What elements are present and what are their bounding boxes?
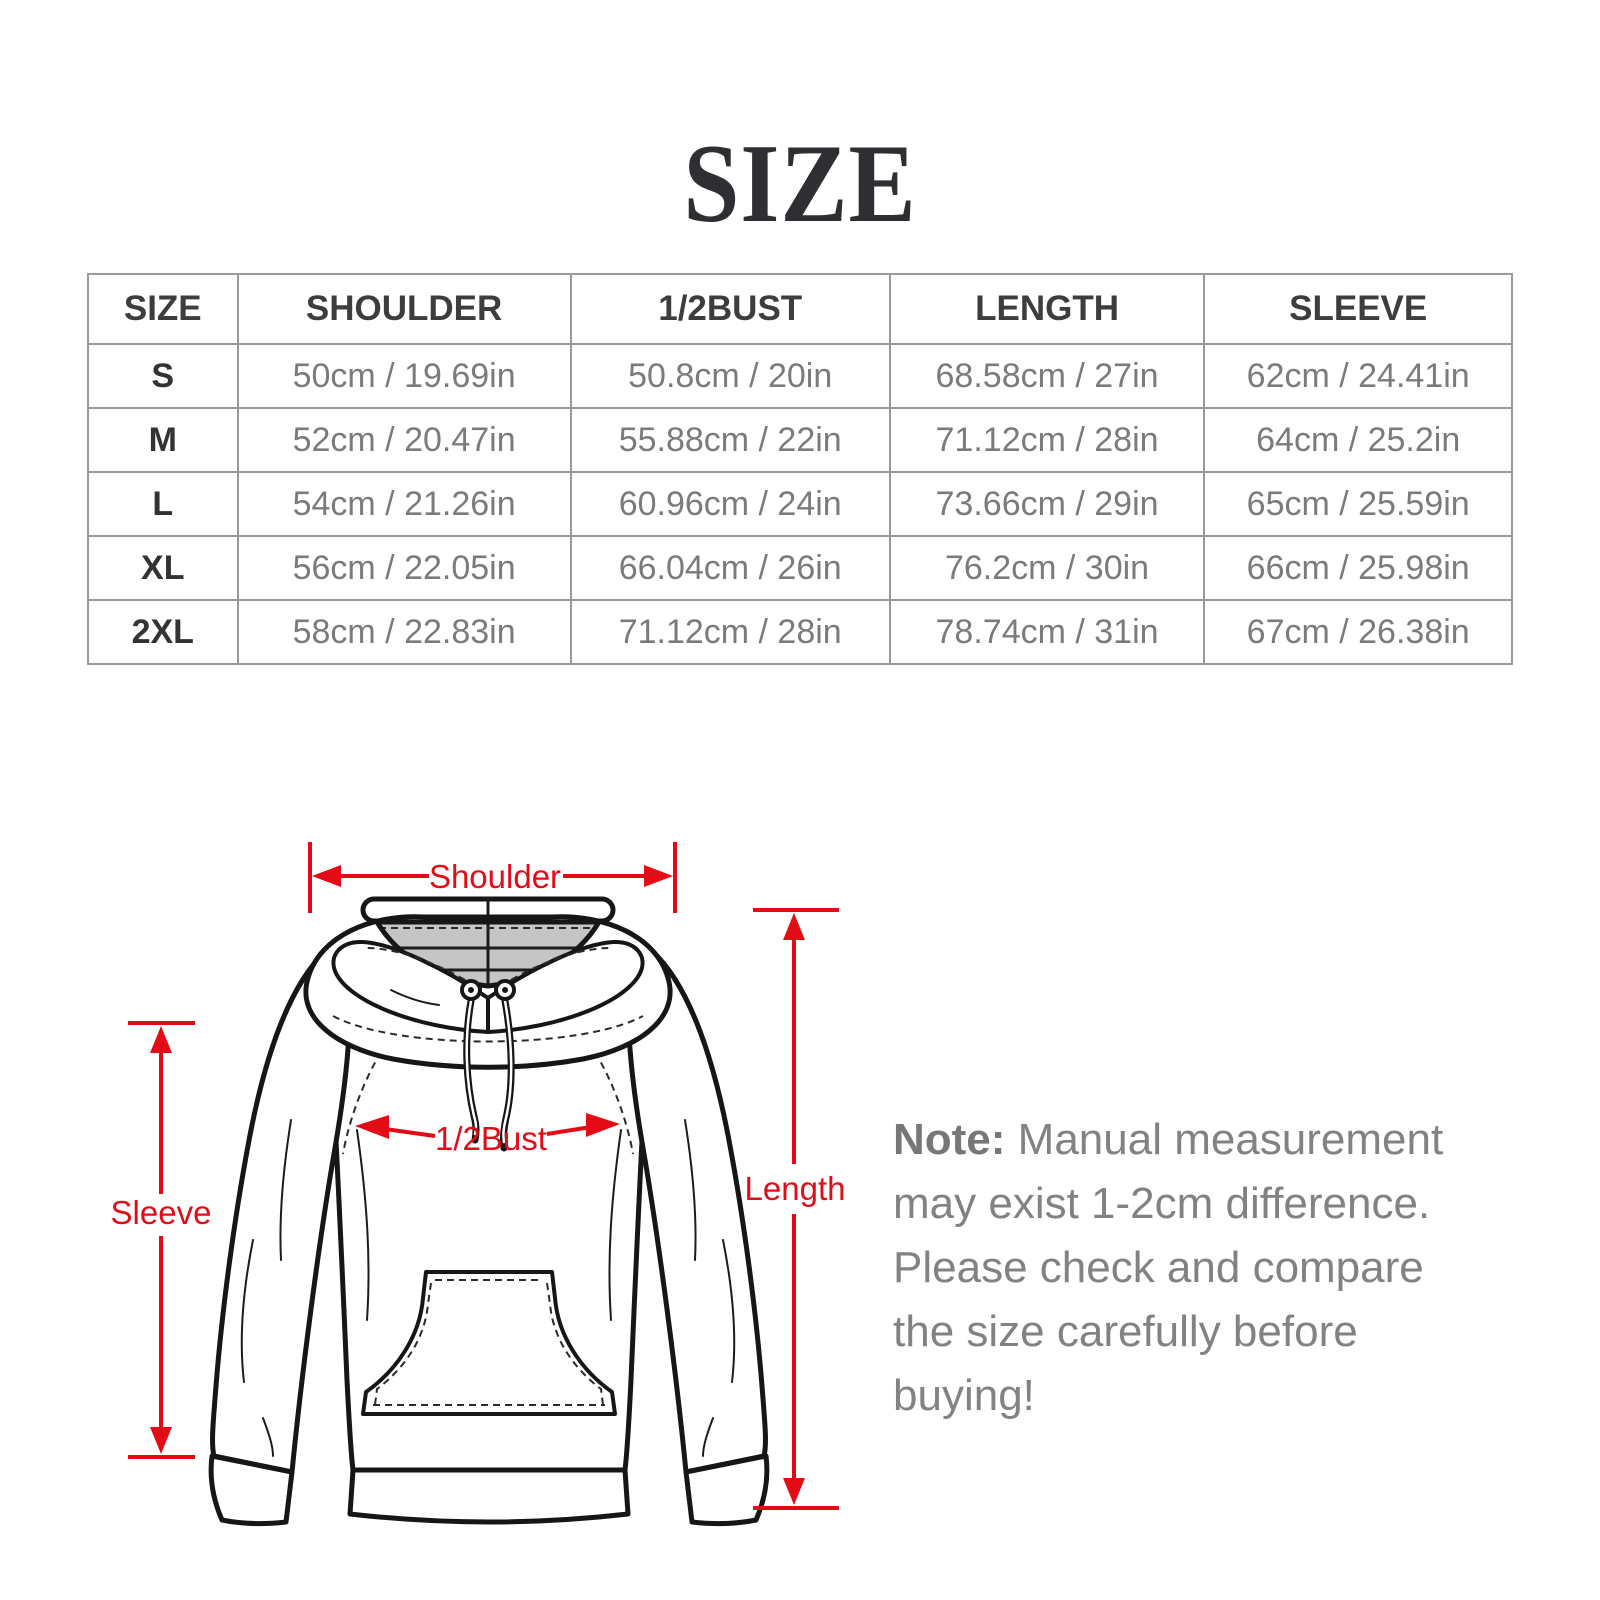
header-bust: 1/2BUST bbox=[569, 273, 891, 345]
size-cell: 2XL bbox=[87, 599, 239, 665]
fabric-wrinkles bbox=[240, 1119, 736, 1457]
bust-measure-arrow: 1/2Bust bbox=[355, 1113, 620, 1157]
note-text: Note: Manual measurement may exist 1-2cm… bbox=[893, 1108, 1488, 1428]
measurement-cell: 50.8cm / 20in bbox=[569, 343, 891, 409]
measurement-cell: 71.12cm / 28in bbox=[888, 407, 1206, 473]
size-table: SIZE SHOULDER 1/2BUST LENGTH SLEEVE S 50… bbox=[87, 273, 1513, 665]
measurement-cell: 50cm / 19.69in bbox=[236, 343, 572, 409]
hoodie-pocket bbox=[361, 1270, 617, 1416]
size-cell: XL bbox=[87, 535, 239, 601]
measurement-cell: 67cm / 26.38in bbox=[1203, 599, 1513, 665]
hoodie-right-cuff bbox=[683, 1453, 770, 1527]
hoodie-drawing bbox=[208, 896, 770, 1527]
shoulder-label: Shoulder bbox=[429, 858, 561, 895]
measurement-cell: 78.74cm / 31in bbox=[888, 599, 1206, 665]
pocket-stitching bbox=[373, 1279, 605, 1406]
measurement-cell: 73.66cm / 29in bbox=[888, 471, 1206, 537]
table-row: 2XL 58cm / 22.83in 71.12cm / 28in 78.74c… bbox=[87, 599, 1513, 665]
header-size: SIZE bbox=[87, 273, 239, 345]
measurement-cell: 66cm / 25.98in bbox=[1203, 535, 1513, 601]
sleeve-label: Sleeve bbox=[111, 1194, 212, 1231]
measurement-annotations: Shoulder Sleeve Length 1/2Bust bbox=[111, 842, 846, 1510]
collar-fold-right bbox=[486, 939, 645, 1034]
measurement-cell: 58cm / 22.83in bbox=[236, 599, 572, 665]
table-header-row: SIZE SHOULDER 1/2BUST LENGTH SLEEVE bbox=[87, 273, 1513, 345]
shoulder-measure-arrow: Shoulder bbox=[308, 842, 677, 913]
collar-stitching bbox=[332, 947, 644, 1043]
drawstrings bbox=[463, 997, 515, 1152]
bust-label: 1/2Bust bbox=[435, 1120, 547, 1157]
measurement-cell: 68.58cm / 27in bbox=[888, 343, 1206, 409]
table-row: S 50cm / 19.69in 50.8cm / 20in 68.58cm /… bbox=[87, 343, 1513, 409]
table-row: XL 56cm / 22.05in 66.04cm / 26in 76.2cm … bbox=[87, 535, 1513, 601]
measurement-cell: 52cm / 20.47in bbox=[236, 407, 572, 473]
hoodie-hem-band bbox=[347, 1467, 631, 1525]
sleeve-measure-arrow: Sleeve bbox=[111, 1021, 212, 1459]
eyelets bbox=[460, 979, 516, 1001]
measurement-cell: 62cm / 24.41in bbox=[1203, 343, 1513, 409]
size-cell: L bbox=[87, 471, 239, 537]
length-label: Length bbox=[745, 1170, 846, 1207]
length-measure-arrow: Length bbox=[745, 908, 846, 1510]
size-cell: S bbox=[87, 343, 239, 409]
header-length: LENGTH bbox=[888, 273, 1206, 345]
collar-crease bbox=[390, 989, 440, 1006]
measurement-cell: 64cm / 25.2in bbox=[1203, 407, 1513, 473]
measurement-cell: 54cm / 21.26in bbox=[236, 471, 572, 537]
raglan-seams bbox=[332, 919, 646, 1155]
size-cell: M bbox=[87, 407, 239, 473]
collar-fold-left bbox=[331, 939, 490, 1034]
hoodie-left-cuff bbox=[208, 1453, 295, 1527]
measurement-cell: 71.12cm / 28in bbox=[569, 599, 891, 665]
measurement-cell: 55.88cm / 22in bbox=[569, 407, 891, 473]
measurement-cell: 65cm / 25.59in bbox=[1203, 471, 1513, 537]
table-row: L 54cm / 21.26in 60.96cm / 24in 73.66cm … bbox=[87, 471, 1513, 537]
hoodie-right-sleeve bbox=[626, 949, 768, 1475]
measurement-cell: 76.2cm / 30in bbox=[888, 535, 1206, 601]
measurement-cell: 60.96cm / 24in bbox=[569, 471, 891, 537]
measurement-cell: 56cm / 22.05in bbox=[236, 535, 572, 601]
note-body: Manual measurement may exist 1-2cm diffe… bbox=[893, 1115, 1444, 1420]
table-row: M 52cm / 20.47in 55.88cm / 22in 71.12cm … bbox=[87, 407, 1513, 473]
header-shoulder: SHOULDER bbox=[236, 273, 572, 345]
measurement-cell: 66.04cm / 26in bbox=[569, 535, 891, 601]
hoodie-measurement-diagram: Shoulder Sleeve Length 1/2Bust bbox=[111, 842, 846, 1527]
page-title: SIZE bbox=[683, 122, 917, 246]
header-sleeve: SLEEVE bbox=[1203, 273, 1513, 345]
note-prefix: Note: bbox=[893, 1115, 1006, 1164]
